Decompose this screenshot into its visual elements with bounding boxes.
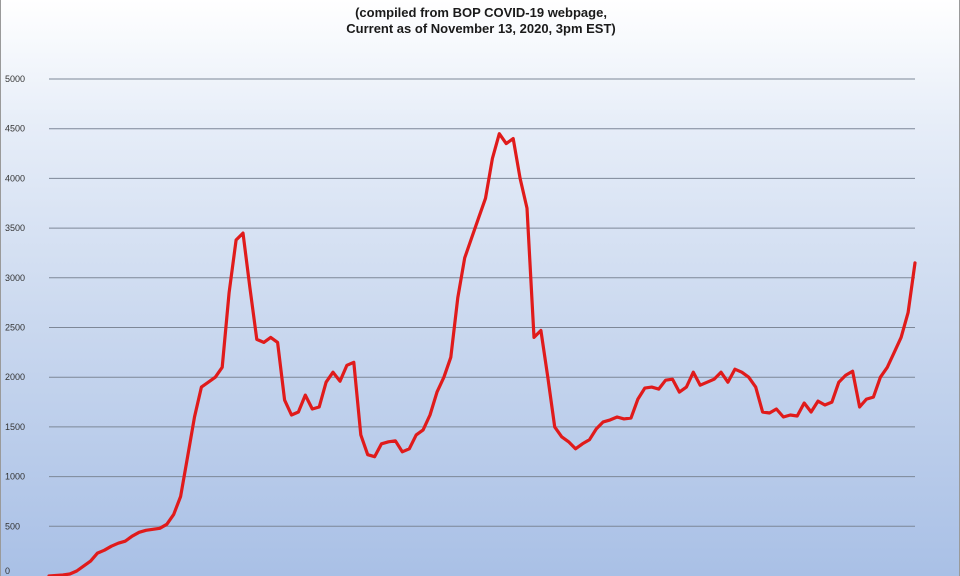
y-tick-label: 4000 [5, 173, 25, 183]
y-tick-label: 500 [5, 521, 20, 531]
y-tick-label: 1500 [5, 422, 25, 432]
chart-title-line2: Current as of November 13, 2020, 3pm EST… [346, 21, 616, 36]
y-tick-label: 4500 [5, 124, 25, 134]
y-tick-label: 3000 [5, 273, 25, 283]
series-line-0 [47, 132, 917, 576]
y-tick-label: 1000 [5, 472, 25, 482]
y-tick-label: 3500 [5, 223, 25, 233]
y-tick-label: 2500 [5, 323, 25, 333]
chart-title-line1: (compiled from BOP COVID-19 webpage, [355, 5, 607, 20]
y-tick-label: 5000 [5, 74, 25, 84]
y-tick-label: 2000 [5, 372, 25, 382]
y-tick-label: 0 [5, 566, 10, 576]
